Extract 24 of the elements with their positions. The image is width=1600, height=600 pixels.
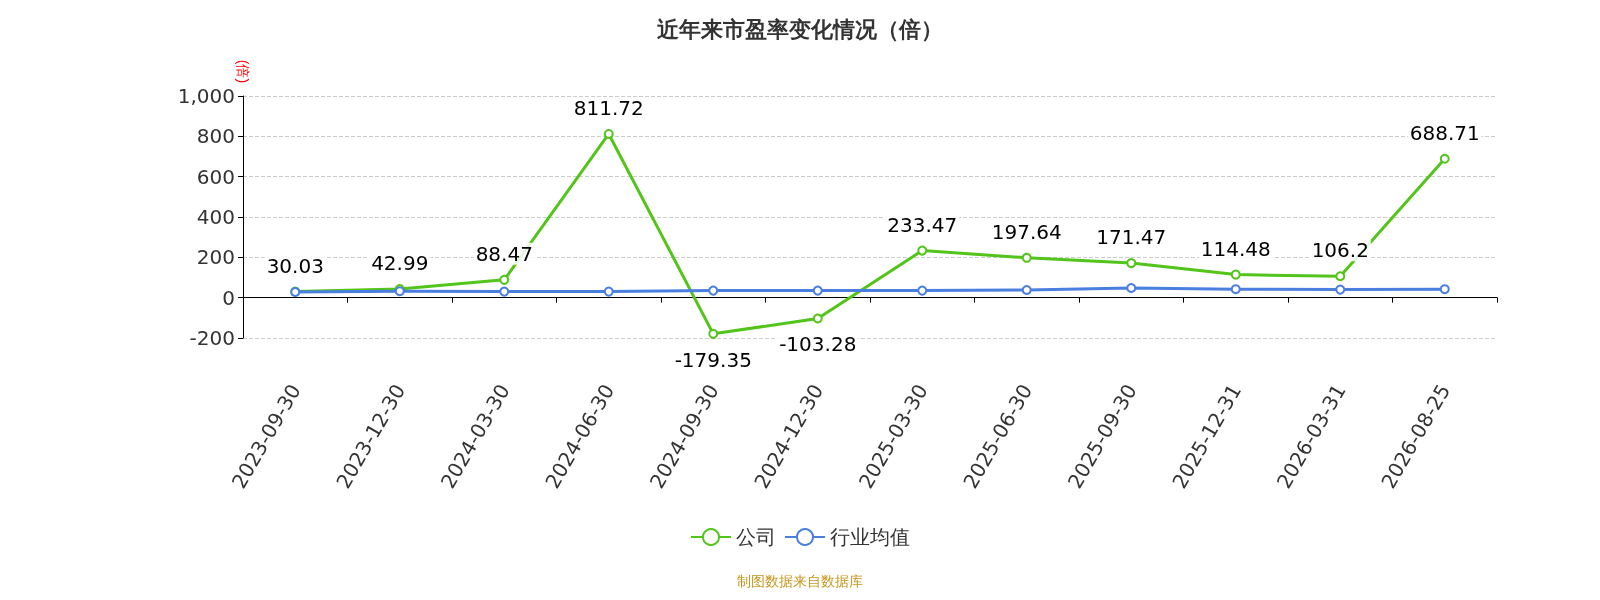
data-label: 197.64 (991, 219, 1062, 244)
data-label: 30.03 (266, 253, 324, 278)
y-axis-title: (倍) (235, 59, 251, 84)
data-label: 114.48 (1200, 236, 1271, 261)
legend-label: 行业均值 (830, 525, 910, 549)
data-label: 171.47 (1096, 225, 1167, 250)
data-label: 88.47 (475, 241, 533, 266)
y-tick-label: 800 (196, 124, 235, 149)
y-tick-label: 400 (196, 205, 235, 229)
data-label: -103.28 (779, 332, 857, 357)
chart-title: 近年来市盈率变化情况（倍） (656, 16, 943, 42)
y-tick-label: 600 (196, 164, 235, 189)
data-label: 811.72 (573, 95, 644, 120)
data-label: 106.2 (1311, 238, 1369, 263)
y-tick-label: 0 (222, 285, 235, 310)
y-tick-label: -200 (189, 326, 235, 350)
data-label: 42.99 (371, 251, 429, 275)
y-tick-label: 200 (196, 245, 235, 270)
text: 制图数据来自数据库 (737, 573, 863, 589)
y-tick-label: 1,000 (177, 84, 235, 108)
legend-label: 公司 (736, 525, 776, 549)
data-label: 688.71 (1409, 120, 1480, 145)
data-label: -179.35 (674, 347, 752, 372)
data-label: 233.47 (887, 212, 958, 237)
